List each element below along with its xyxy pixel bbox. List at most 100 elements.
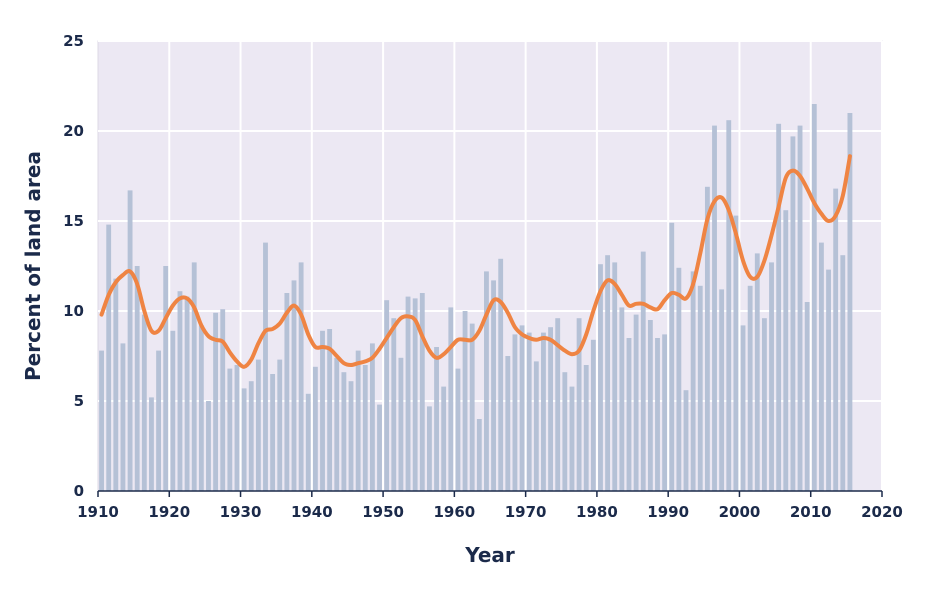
bar-1984 xyxy=(626,338,632,491)
bar-1946 xyxy=(355,350,361,491)
bar-1948 xyxy=(369,343,375,491)
x-tick-label-2000: 2000 xyxy=(719,503,761,521)
x-tick-label-1950: 1950 xyxy=(362,503,404,521)
x-tick-label-1920: 1920 xyxy=(148,503,190,521)
bar-2007 xyxy=(790,136,796,491)
bar-1952 xyxy=(398,357,404,491)
bar-1910 xyxy=(99,350,104,491)
bar-1939 xyxy=(305,393,311,491)
bar-1987 xyxy=(647,320,653,491)
bar-2004 xyxy=(769,262,774,491)
bar-2014 xyxy=(840,255,846,491)
bar-1969 xyxy=(519,325,525,491)
bar-1989 xyxy=(662,334,668,491)
x-tick-label-2020: 2020 xyxy=(861,503,903,521)
bar-1993 xyxy=(690,271,696,491)
bar-1956 xyxy=(426,406,432,491)
bar-1927 xyxy=(220,309,226,491)
x-tick-label-1930: 1930 xyxy=(220,503,262,521)
bar-1968 xyxy=(512,334,518,491)
bar-1917 xyxy=(149,397,154,491)
bar-1929 xyxy=(234,365,240,491)
bar-2008 xyxy=(797,125,803,491)
bar-1944 xyxy=(341,372,347,491)
bar-1967 xyxy=(505,356,511,491)
bar-1998 xyxy=(726,120,732,491)
bar-1960 xyxy=(455,368,461,491)
bar-2009 xyxy=(804,302,810,491)
bar-1935 xyxy=(277,359,283,491)
bar-1915 xyxy=(134,266,140,491)
bar-1943 xyxy=(334,357,340,491)
x-tick-label-1990: 1990 xyxy=(647,503,689,521)
bar-1995 xyxy=(704,186,710,492)
bar-1975 xyxy=(562,372,568,491)
y-tick-label-5: 5 xyxy=(74,392,84,410)
bar-2002 xyxy=(754,253,760,491)
bar-1971 xyxy=(533,361,539,491)
bar-1940 xyxy=(312,366,318,491)
bar-1965 xyxy=(491,280,496,491)
bar-1923 xyxy=(191,262,197,491)
bar-1932 xyxy=(255,359,261,491)
bar-1985 xyxy=(633,314,639,491)
bar-1992 xyxy=(683,390,689,491)
bar-2010 xyxy=(811,104,817,491)
bar-2005 xyxy=(776,123,782,492)
bar-2015 xyxy=(847,113,853,491)
bar-1925 xyxy=(206,401,211,491)
bar-1966 xyxy=(498,258,504,491)
bar-1976 xyxy=(569,386,575,491)
bar-1941 xyxy=(320,330,325,491)
bar-1997 xyxy=(719,289,725,491)
y-tick-label-0: 0 xyxy=(74,482,84,500)
bar-1957 xyxy=(434,347,439,491)
bar-1924 xyxy=(198,325,204,491)
bar-1991 xyxy=(676,267,682,491)
bar-1955 xyxy=(419,293,425,491)
bar-1999 xyxy=(733,215,739,491)
bar-1986 xyxy=(640,251,646,491)
x-axis-ticks: 1910 1920 1930 1940 1950 1960 1970 1980 1990 2000… xyxy=(77,491,903,521)
bar-1994 xyxy=(697,285,703,491)
bar-2003 xyxy=(761,318,767,491)
bar-1921 xyxy=(177,291,183,491)
x-tick-label-1960: 1960 xyxy=(433,503,475,521)
bar-1953 xyxy=(405,296,411,491)
bar-1950 xyxy=(384,300,390,491)
bar-1913 xyxy=(120,343,126,491)
bar-2000 xyxy=(740,325,746,491)
bar-1928 xyxy=(227,368,233,491)
y-tick-label-20: 20 xyxy=(63,122,84,140)
bar-1951 xyxy=(391,318,397,491)
bar-1936 xyxy=(284,293,290,491)
bar-1918 xyxy=(156,350,162,491)
bar-1982 xyxy=(612,262,618,491)
bar-1926 xyxy=(213,312,219,491)
bar-1981 xyxy=(605,255,611,491)
bar-1947 xyxy=(362,365,368,491)
bar-1988 xyxy=(655,338,660,491)
bar-1964 xyxy=(484,271,489,491)
bar-1933 xyxy=(263,242,268,491)
bar-1959 xyxy=(448,307,454,491)
bar-1958 xyxy=(441,386,447,491)
y-tick-label-25: 25 xyxy=(63,32,84,50)
bar-2006 xyxy=(783,210,789,491)
y-tick-label-15: 15 xyxy=(63,212,84,230)
bar-1942 xyxy=(327,329,333,491)
y-axis-title: Percent of land area xyxy=(21,151,45,381)
bar-1972 xyxy=(541,332,546,491)
bar-1920 xyxy=(170,330,176,491)
y-axis-ticks: 0 5 10 15 20 25 xyxy=(63,32,84,500)
bar-1938 xyxy=(298,262,304,491)
bar-1961 xyxy=(462,311,468,491)
bar-1974 xyxy=(555,318,561,491)
bar-1963 xyxy=(476,419,482,491)
bar-1962 xyxy=(469,323,475,491)
x-tick-label-1940: 1940 xyxy=(291,503,333,521)
x-tick-label-1980: 1980 xyxy=(576,503,618,521)
bar-1919 xyxy=(163,266,169,491)
bar-1980 xyxy=(598,264,603,491)
bar-1973 xyxy=(548,327,554,491)
